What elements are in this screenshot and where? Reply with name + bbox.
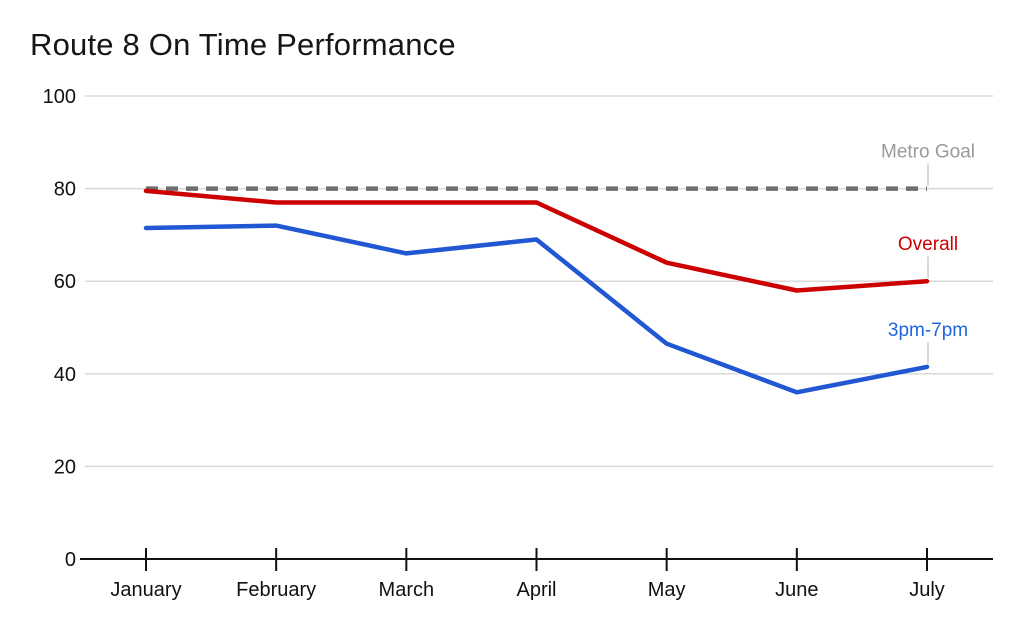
series-label-overall: Overall xyxy=(898,234,958,255)
x-axis-tick-label: January xyxy=(110,579,181,601)
x-axis-tick-label: May xyxy=(648,579,686,601)
series-line-3pm-7pm xyxy=(143,223,930,395)
chart-title: Route 8 On Time Performance xyxy=(30,27,456,62)
y-axis-tick-label: 40 xyxy=(54,364,76,386)
x-axis-tick-label: June xyxy=(775,579,818,601)
y-axis-tick-label: 80 xyxy=(54,179,76,201)
y-axis-tick-label: 60 xyxy=(54,271,76,293)
y-axis-tick-label: 20 xyxy=(54,456,76,478)
series-label-3pm-7pm: 3pm-7pm xyxy=(888,320,968,341)
x-axis-tick-label: March xyxy=(379,579,435,601)
x-axis-tick-label: July xyxy=(909,579,945,601)
x-axis-tick-label: April xyxy=(516,579,556,601)
y-axis-tick-label: 100 xyxy=(43,86,76,108)
x-axis-tick-label: February xyxy=(236,579,316,601)
y-axis-tick-label: 0 xyxy=(65,549,76,571)
series-label-metro-goal: Metro Goal xyxy=(881,142,975,163)
series-line-overall xyxy=(143,188,930,293)
